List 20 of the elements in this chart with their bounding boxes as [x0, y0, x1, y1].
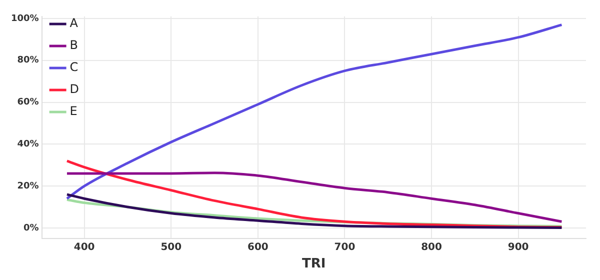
- legend-label: C: [70, 60, 78, 74]
- line-series: [66, 172, 563, 223]
- y-tick-label: 0%: [24, 223, 39, 234]
- line-series: [66, 193, 563, 229]
- y-tick-label: 40%: [17, 140, 39, 150]
- x-tick-label: 700: [334, 242, 356, 253]
- x-tick-label: 600: [247, 242, 268, 253]
- x-axis-title: TRI: [302, 256, 326, 272]
- y-tick-label: 100%: [10, 14, 39, 24]
- legend-label: E: [70, 104, 78, 118]
- legend-label: A: [70, 16, 79, 30]
- x-tick-label: 500: [160, 242, 182, 253]
- x-tick-label: 800: [421, 242, 442, 253]
- legend-label: B: [70, 38, 78, 52]
- y-tick-label: 20%: [17, 181, 39, 192]
- x-tick-label: 900: [508, 242, 529, 253]
- y-tick-label: 60%: [17, 98, 39, 108]
- x-tick-label: 400: [74, 242, 95, 253]
- legend-label: D: [70, 82, 80, 96]
- y-tick-label: 80%: [17, 56, 39, 66]
